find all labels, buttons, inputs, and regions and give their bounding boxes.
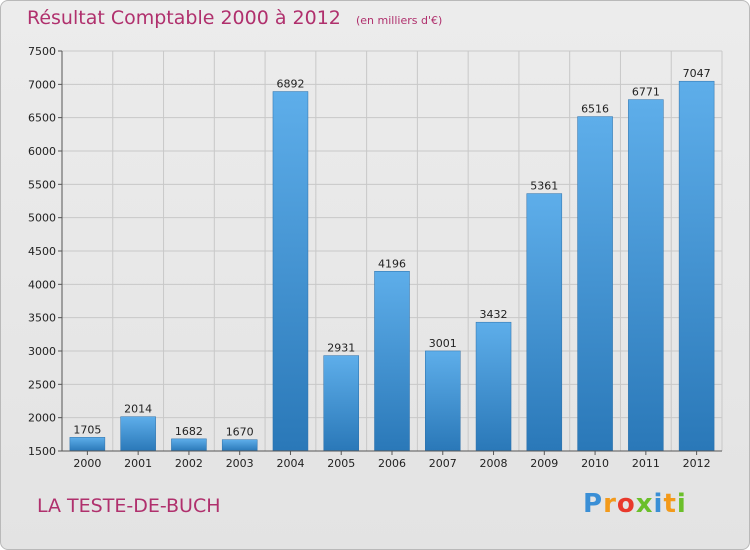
bar-value-label: 3001	[429, 337, 457, 350]
logo-letter: r	[603, 489, 617, 519]
bar-2012	[678, 80, 715, 452]
chart-title: Résultat Comptable 2000 à 2012 (en milli…	[27, 7, 442, 29]
x-tick-label: 2001	[124, 457, 152, 470]
bar-2000	[69, 437, 106, 452]
bars: 1705 2014 1682 1670 6892 2931 4196 3001 3432 5361…	[69, 67, 715, 452]
bar-value-label: 1705	[73, 423, 101, 436]
bar-2007	[425, 350, 461, 452]
x-tick-label: 2007	[429, 457, 457, 470]
x-tick-label: 2002	[175, 457, 203, 470]
logo-letter: o	[616, 489, 636, 519]
x-tick-label: 2006	[378, 457, 406, 470]
x-tick-label: 2010	[581, 457, 609, 470]
y-tick-label: 2500	[28, 378, 56, 391]
x-tick-label: 2008	[480, 457, 508, 470]
x-tick-label: 2011	[632, 457, 660, 470]
y-tick-label: 4000	[28, 278, 56, 291]
bar-value-label: 1670	[226, 426, 254, 439]
bar-value-label: 5361	[530, 180, 558, 193]
logo-letter: t	[663, 489, 677, 519]
x-tick-label: 2005	[327, 457, 355, 470]
y-tick-label: 4500	[28, 245, 56, 258]
bar-value-label: 6516	[581, 103, 609, 116]
bar-value-label: 1682	[175, 425, 203, 438]
bar-2009	[526, 193, 563, 452]
bar-2005	[323, 355, 359, 452]
y-tick-label: 2000	[28, 412, 56, 425]
y-tick-label: 6000	[28, 145, 56, 158]
proxiti-logo: Proxiti	[583, 489, 687, 519]
bar-value-label: 7047	[683, 67, 711, 80]
x-tick-label: 2012	[683, 457, 711, 470]
bar-2002	[171, 438, 207, 452]
bar-value-label: 6892	[276, 78, 304, 91]
bar-value-label: 4196	[378, 257, 406, 270]
axes: 1500 2000 2500 3000 3500 4000 4500 5000 5500 6000…	[28, 45, 722, 470]
bar-2001	[120, 416, 156, 452]
bar-2006	[374, 271, 410, 452]
city-name: LA TESTE-DE-BUCH	[37, 495, 221, 517]
x-tick-label: 2000	[73, 457, 101, 470]
y-tick-label: 5000	[28, 212, 56, 225]
bar-2008	[475, 321, 512, 452]
bar-2010	[577, 116, 613, 452]
bar-value-label: 6771	[632, 86, 660, 99]
y-tick-label: 3000	[28, 345, 56, 358]
bar-2003	[221, 439, 258, 452]
logo-letter: i	[653, 489, 664, 519]
logo-letter: i	[676, 489, 687, 519]
x-tick-label: 2003	[226, 457, 254, 470]
y-tick-label: 1500	[28, 445, 56, 458]
logo-letter: P	[583, 489, 604, 519]
bar-value-label: 2931	[327, 342, 355, 355]
x-tick-label: 2004	[276, 457, 304, 470]
y-tick-label: 3500	[28, 312, 56, 325]
bar-2004	[272, 91, 309, 452]
y-tick-label: 5500	[28, 178, 56, 191]
y-tick-label: 7500	[28, 45, 56, 58]
chart-title-unit: (en milliers d'€)	[355, 14, 443, 27]
bar-value-label: 2014	[124, 403, 152, 416]
bar-value-label: 3432	[480, 308, 508, 321]
y-tick-label: 6500	[28, 112, 56, 125]
bar-2011	[628, 99, 664, 452]
logo-letter: x	[635, 489, 654, 519]
x-tick-label: 2009	[530, 457, 558, 470]
y-tick-label: 7000	[28, 78, 56, 91]
chart-title-main: Résultat Comptable 2000 à 2012	[27, 7, 341, 29]
